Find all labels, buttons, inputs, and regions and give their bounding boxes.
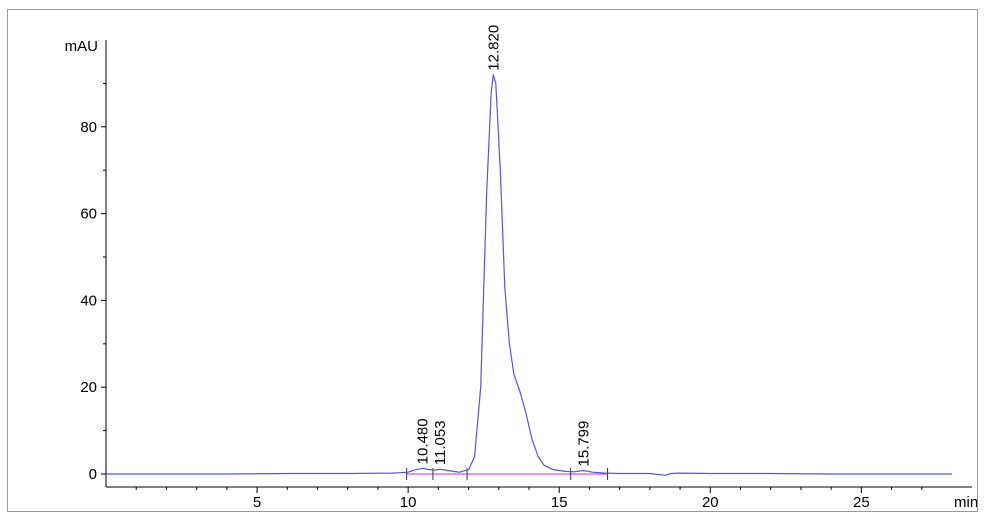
x-tick-label: 20 xyxy=(702,494,719,511)
y-tick-label: 40 xyxy=(80,292,97,309)
ticks: 0 20 40 60 80 5 10 15 20 25 xyxy=(80,82,923,511)
x-tick-label: 15 xyxy=(551,494,568,511)
x-axis-label: min xyxy=(954,494,977,511)
peak-label: 12.820 xyxy=(485,25,502,71)
y-tick-label: 0 xyxy=(89,466,97,483)
x-tick-label: 25 xyxy=(853,494,870,511)
y-tick-label: 80 xyxy=(80,119,97,136)
y-tick-label: 60 xyxy=(80,206,97,223)
peak-label: 11.053 xyxy=(432,420,449,465)
peak-label: 10.480 xyxy=(415,418,432,464)
x-tick-label: 5 xyxy=(253,494,261,511)
peak-labels: 10.480 11.053 12.820 15.799 xyxy=(415,25,593,467)
x-tick-label: 10 xyxy=(400,494,417,511)
axes xyxy=(105,40,972,488)
trace-layer xyxy=(106,74,952,476)
chromatogram-trace xyxy=(106,74,952,476)
peak-label: 15.799 xyxy=(575,421,592,467)
chromatogram-chart: 0 20 40 60 80 5 10 15 20 25 10.480 11.053 12.820 15.… xyxy=(65,25,977,511)
y-axis-label: mAU xyxy=(65,38,98,55)
chart-frame: 0 20 40 60 80 5 10 15 20 25 10.480 11.053 12.820 15.… xyxy=(7,9,978,512)
y-tick-label: 20 xyxy=(80,379,97,396)
